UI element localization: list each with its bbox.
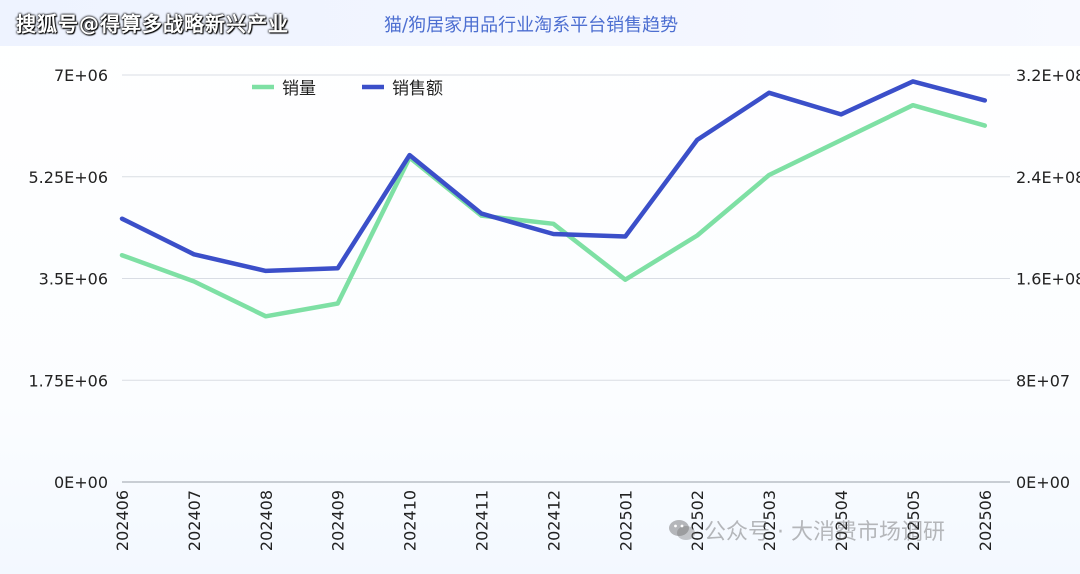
series-line-sales (119, 79, 988, 274)
left-tick-label: 3.5E+06 (39, 270, 108, 289)
footer-watermark-text: 公众号 · 大消费市场调研 (704, 520, 945, 545)
left-tick-label: 0E+00 (54, 473, 108, 492)
footer-watermark: 公众号 · 大消费市场调研 (668, 514, 945, 546)
header-band (0, 0, 1080, 46)
x-tick-label: 202406 (113, 490, 132, 551)
left-tick-label: 1.75E+06 (29, 371, 109, 390)
chart-title: 猫/狗居家用品行业淘系平台销售趋势 (384, 15, 679, 36)
gridlines (122, 74, 1010, 483)
x-tick-label: 202501 (616, 490, 635, 551)
x-tick-label: 202506 (976, 490, 995, 551)
x-tick-label: 202408 (257, 490, 276, 551)
wechat-icon (669, 520, 695, 540)
x-tick-label: 202410 (401, 490, 420, 551)
right-tick-label: 2.4E+08 (1016, 168, 1080, 187)
x-tick-label: 202409 (329, 490, 348, 551)
legend-label: 销售额 (392, 79, 443, 99)
x-tick-label: 202407 (185, 490, 204, 551)
x-tick-label: 202503 (760, 490, 779, 551)
right-tick-label: 0E+00 (1016, 473, 1070, 492)
x-tick-label: 202412 (544, 490, 563, 551)
legend-label: 销量 (282, 79, 316, 99)
x-tick-label: 202411 (473, 490, 492, 551)
left-axis-ticks: 0E+00 1.75E+06 3.5E+06 5.25E+06 7E+06 (29, 66, 109, 492)
x-tick-label: 202502 (688, 490, 707, 551)
right-axis-ticks: 0E+00 8E+07 1.6E+08 2.4E+08 3.2E+08 (1016, 66, 1080, 492)
right-tick-label: 3.2E+08 (1016, 66, 1080, 85)
legend: 销量 销售额 (252, 79, 443, 99)
x-tick-label: 202504 (832, 490, 851, 551)
left-tick-label: 7E+06 (54, 66, 108, 85)
source-watermark: 搜狐号@得算多战略新兴产业 (16, 12, 289, 36)
left-tick-label: 5.25E+06 (29, 168, 109, 187)
right-tick-label: 8E+07 (1016, 371, 1070, 390)
x-tick-label: 202505 (904, 490, 923, 551)
series-lines (119, 79, 988, 319)
series-line-volume (119, 102, 988, 319)
x-axis-ticks: 202406 202407 202408 202409 202410 202411 2024… (113, 490, 995, 551)
right-tick-label: 1.6E+08 (1016, 270, 1080, 289)
